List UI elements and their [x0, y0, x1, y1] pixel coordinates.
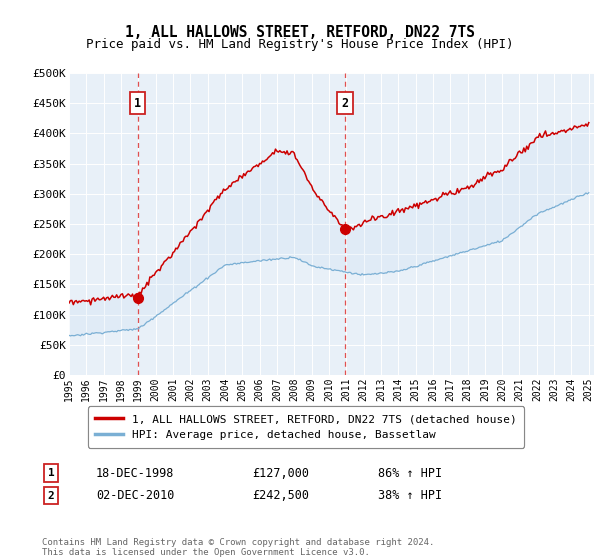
Text: 1: 1 [134, 96, 141, 110]
Text: 86% ↑ HPI: 86% ↑ HPI [378, 466, 442, 480]
Text: Contains HM Land Registry data © Crown copyright and database right 2024.
This d: Contains HM Land Registry data © Crown c… [42, 538, 434, 557]
Text: £127,000: £127,000 [252, 466, 309, 480]
Text: 18-DEC-1998: 18-DEC-1998 [96, 466, 175, 480]
Text: 2: 2 [47, 491, 55, 501]
Legend: 1, ALL HALLOWS STREET, RETFORD, DN22 7TS (detached house), HPI: Average price, d: 1, ALL HALLOWS STREET, RETFORD, DN22 7TS… [88, 407, 524, 447]
Text: 38% ↑ HPI: 38% ↑ HPI [378, 489, 442, 502]
Text: 02-DEC-2010: 02-DEC-2010 [96, 489, 175, 502]
Text: Price paid vs. HM Land Registry's House Price Index (HPI): Price paid vs. HM Land Registry's House … [86, 38, 514, 51]
Text: £242,500: £242,500 [252, 489, 309, 502]
Text: 1: 1 [47, 468, 55, 478]
Text: 2: 2 [341, 96, 349, 110]
Text: 1, ALL HALLOWS STREET, RETFORD, DN22 7TS: 1, ALL HALLOWS STREET, RETFORD, DN22 7TS [125, 25, 475, 40]
